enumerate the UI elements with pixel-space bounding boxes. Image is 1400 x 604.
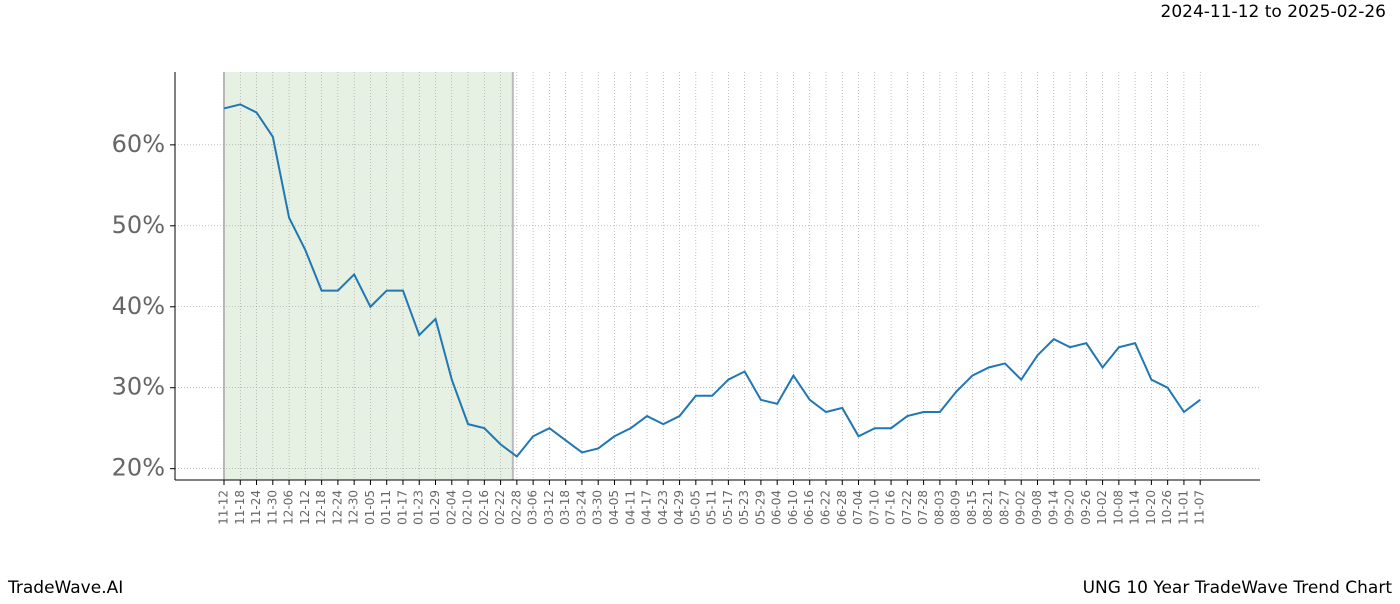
y-tick-label: 50% [112, 211, 165, 239]
x-tick-label: 04-05 [607, 490, 621, 525]
x-tick-label: 12-24 [330, 490, 344, 525]
x-tick-label: 06-04 [770, 490, 784, 525]
y-tick-label: 20% [112, 454, 165, 482]
y-tick-label: 60% [112, 130, 165, 158]
x-tick-label: 04-17 [640, 490, 654, 525]
x-tick-label: 03-12 [542, 490, 556, 525]
x-tick-label: 04-29 [672, 490, 686, 525]
x-tick-label: 08-27 [997, 490, 1011, 525]
x-tick-label: 10-14 [1128, 490, 1142, 525]
x-tick-label: 11-07 [1193, 490, 1207, 525]
x-tick-label: 12-30 [347, 490, 361, 525]
x-tick-label: 05-05 [688, 490, 702, 525]
x-tick-label: 12-12 [298, 490, 312, 525]
x-tick-label: 10-26 [1160, 490, 1174, 525]
x-tick-label: 09-14 [1046, 490, 1060, 525]
x-tick-label: 04-23 [656, 490, 670, 525]
x-tick-label: 08-15 [965, 490, 979, 525]
x-tick-label: 03-18 [558, 490, 572, 525]
x-tick-label: 01-17 [395, 490, 409, 525]
x-tick-label: 10-02 [1095, 490, 1109, 525]
chart-name: UNG 10 Year TradeWave Trend Chart [1083, 578, 1393, 598]
x-tick-label: 02-22 [493, 490, 507, 525]
x-tick-label: 02-10 [461, 490, 475, 525]
x-tick-label: 04-11 [623, 490, 637, 525]
x-tick-label: 01-23 [412, 490, 426, 525]
x-tick-label: 08-09 [949, 490, 963, 525]
x-tick-label: 03-24 [574, 490, 588, 525]
x-tick-label: 10-20 [1144, 490, 1158, 525]
x-tick-label: 05-17 [721, 490, 735, 525]
x-tick-label: 06-16 [802, 490, 816, 525]
x-tick-label: 11-24 [249, 490, 263, 525]
x-tick-label: 07-16 [884, 490, 898, 525]
x-tick-label: 05-29 [753, 490, 767, 525]
x-tick-label: 09-08 [1030, 490, 1044, 525]
date-range: 2024-11-12 to 2025-02-26 [1161, 2, 1386, 22]
x-tick-label: 07-22 [900, 490, 914, 525]
x-tick-label: 12-06 [282, 490, 296, 525]
x-tick-label: 09-20 [1063, 490, 1077, 525]
x-tick-label: 11-30 [265, 490, 279, 525]
x-tick-label: 12-18 [314, 490, 328, 525]
x-tick-label: 11-01 [1176, 490, 1190, 525]
x-tick-label: 03-30 [591, 490, 605, 525]
x-tick-label: 05-11 [705, 490, 719, 525]
x-tick-label: 07-28 [916, 490, 930, 525]
brand: TradeWave.AI [7, 578, 123, 598]
shaded-region [224, 72, 513, 480]
x-tick-label: 06-22 [818, 490, 832, 525]
x-tick-label: 09-26 [1079, 490, 1093, 525]
trend-line [223, 103, 1201, 458]
y-tick-label: 40% [112, 292, 165, 320]
x-tick-label: 06-28 [835, 490, 849, 525]
x-tick-label: 09-02 [1014, 490, 1028, 525]
x-tick-label: 07-04 [851, 490, 865, 525]
x-tick-label: 11-12 [217, 490, 231, 525]
x-tick-label: 08-21 [981, 490, 995, 525]
x-tick-label: 11-18 [233, 490, 247, 525]
x-tick-label: 02-16 [477, 490, 491, 525]
x-tick-label: 08-03 [932, 490, 946, 525]
x-tick-label: 05-23 [737, 490, 751, 525]
y-tick-label: 30% [112, 373, 165, 401]
x-tick-label: 03-06 [526, 490, 540, 525]
x-tick-label: 01-29 [428, 490, 442, 525]
x-tick-label: 10-08 [1111, 490, 1125, 525]
x-tick-label: 01-11 [379, 490, 393, 525]
x-tick-label: 02-04 [444, 490, 458, 525]
x-tick-label: 06-10 [786, 490, 800, 525]
x-tick-label: 01-05 [363, 490, 377, 525]
x-tick-label: 07-10 [867, 490, 881, 525]
x-tick-label: 02-28 [509, 490, 523, 525]
